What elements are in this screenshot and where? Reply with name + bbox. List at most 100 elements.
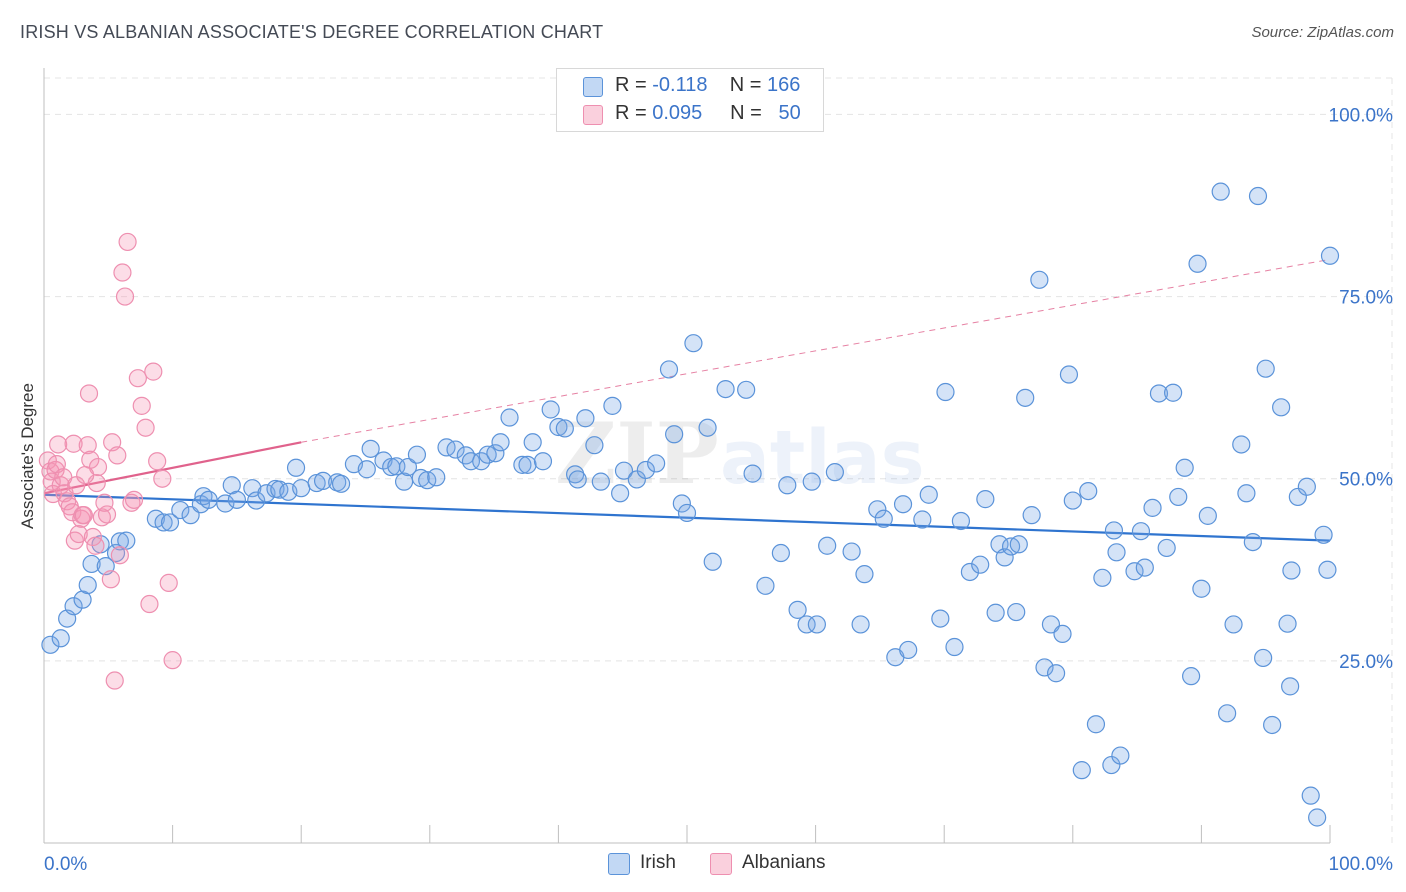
irish-point <box>971 555 990 574</box>
irish-point <box>568 470 587 489</box>
irish-point <box>357 460 376 479</box>
albanian-point <box>63 503 82 522</box>
irish-point <box>160 513 180 532</box>
irish-point <box>659 360 679 379</box>
albanian-point <box>115 287 135 306</box>
irish-trend-line <box>43 493 1331 542</box>
albanian-point <box>76 465 95 485</box>
albanian-point <box>163 651 182 670</box>
albanian-point <box>92 508 111 527</box>
irish-point <box>1107 543 1126 562</box>
albanian-point <box>101 570 120 589</box>
irish-point <box>842 542 861 561</box>
irish-point <box>1243 532 1262 552</box>
irish-point <box>1318 560 1337 579</box>
trend-lines <box>43 258 1331 542</box>
irish-point <box>1175 458 1194 477</box>
irish-point <box>1297 477 1316 496</box>
albanian-point <box>136 418 155 437</box>
irish-point <box>614 461 634 480</box>
albanian-point <box>64 434 83 453</box>
irish-point <box>533 452 553 471</box>
irish-point <box>549 417 568 437</box>
irish-point <box>566 465 585 484</box>
irish-point <box>919 485 938 504</box>
albanian-point <box>74 506 93 525</box>
watermark-atlas: atlas <box>720 415 925 501</box>
irish-point <box>855 565 874 584</box>
albanian-point <box>128 369 147 388</box>
chart-source: Source: ZipAtlas.com <box>1251 24 1394 41</box>
irish-point <box>851 615 870 634</box>
x-tick-label-min: 0.0% <box>44 854 87 875</box>
irish-point <box>286 458 306 477</box>
irish-point <box>1288 487 1307 507</box>
irish-legend-swatch <box>608 853 630 875</box>
irish-point <box>951 511 971 531</box>
albanian-trend-line <box>43 441 302 495</box>
irish-point <box>523 433 542 452</box>
albanian-point <box>67 476 86 495</box>
irish-point <box>1016 388 1035 407</box>
irish-point <box>1301 786 1320 805</box>
irish-point <box>199 490 218 509</box>
irish-point <box>1149 384 1169 403</box>
albanian-n-value: 50 <box>778 102 801 124</box>
irish-point <box>611 484 630 503</box>
albanian-trend-extension <box>301 258 1331 443</box>
y-tick-label: 75.0% <box>1339 288 1393 309</box>
irish-point <box>1009 535 1028 554</box>
irish-point <box>778 476 797 495</box>
albanian-point <box>97 505 117 524</box>
albanians-legend-swatch <box>710 853 732 875</box>
irish-point <box>110 532 129 551</box>
irish-point <box>818 536 837 555</box>
irish-point <box>1086 715 1106 734</box>
albanian-point <box>159 573 178 593</box>
albanian-point <box>124 490 144 509</box>
albanian-point <box>79 384 99 403</box>
irish-point <box>737 380 756 399</box>
irish-swatch <box>583 77 603 97</box>
irish-point <box>976 490 995 509</box>
irish-point <box>427 468 446 487</box>
albanian-point <box>118 232 137 252</box>
irish-point <box>874 509 893 528</box>
irish-point <box>1198 506 1217 525</box>
irish-point <box>1224 615 1243 634</box>
irish-point <box>461 452 481 471</box>
irish-point <box>331 474 351 493</box>
irish-point <box>472 452 491 471</box>
irish-point <box>672 494 691 513</box>
y-tick-label: 100.0% <box>1329 105 1394 126</box>
irish-point <box>698 418 717 437</box>
albanian-n-label: N = <box>730 102 762 124</box>
irish-point <box>1211 182 1230 201</box>
irish-point <box>513 455 532 474</box>
irish-point <box>478 445 497 464</box>
y-tick-label: 50.0% <box>1339 470 1393 491</box>
irish-point <box>1063 491 1082 510</box>
irish-point <box>486 444 505 463</box>
albanian-point <box>140 594 159 614</box>
irish-point <box>788 600 807 619</box>
irish-point <box>1164 383 1183 402</box>
irish-point <box>313 471 333 490</box>
irish-point <box>636 460 655 480</box>
irish-legend-label: Irish <box>640 852 676 873</box>
irish-point <box>576 409 595 428</box>
irish-point <box>491 433 510 452</box>
irish-point <box>500 408 519 427</box>
irish-point <box>1314 525 1333 544</box>
irish-point <box>1218 704 1237 723</box>
irish-point <box>1104 521 1124 540</box>
y-tick-label: 25.0% <box>1339 652 1393 673</box>
irish-point <box>41 635 60 654</box>
irish-point <box>1188 254 1207 273</box>
irish-point <box>868 500 887 519</box>
irish-point <box>677 503 697 523</box>
irish-point <box>1059 365 1079 384</box>
irish-point <box>1281 677 1300 696</box>
legend: R = -0.118 N = 166 R = 0.095 N = 50 <box>556 68 824 132</box>
